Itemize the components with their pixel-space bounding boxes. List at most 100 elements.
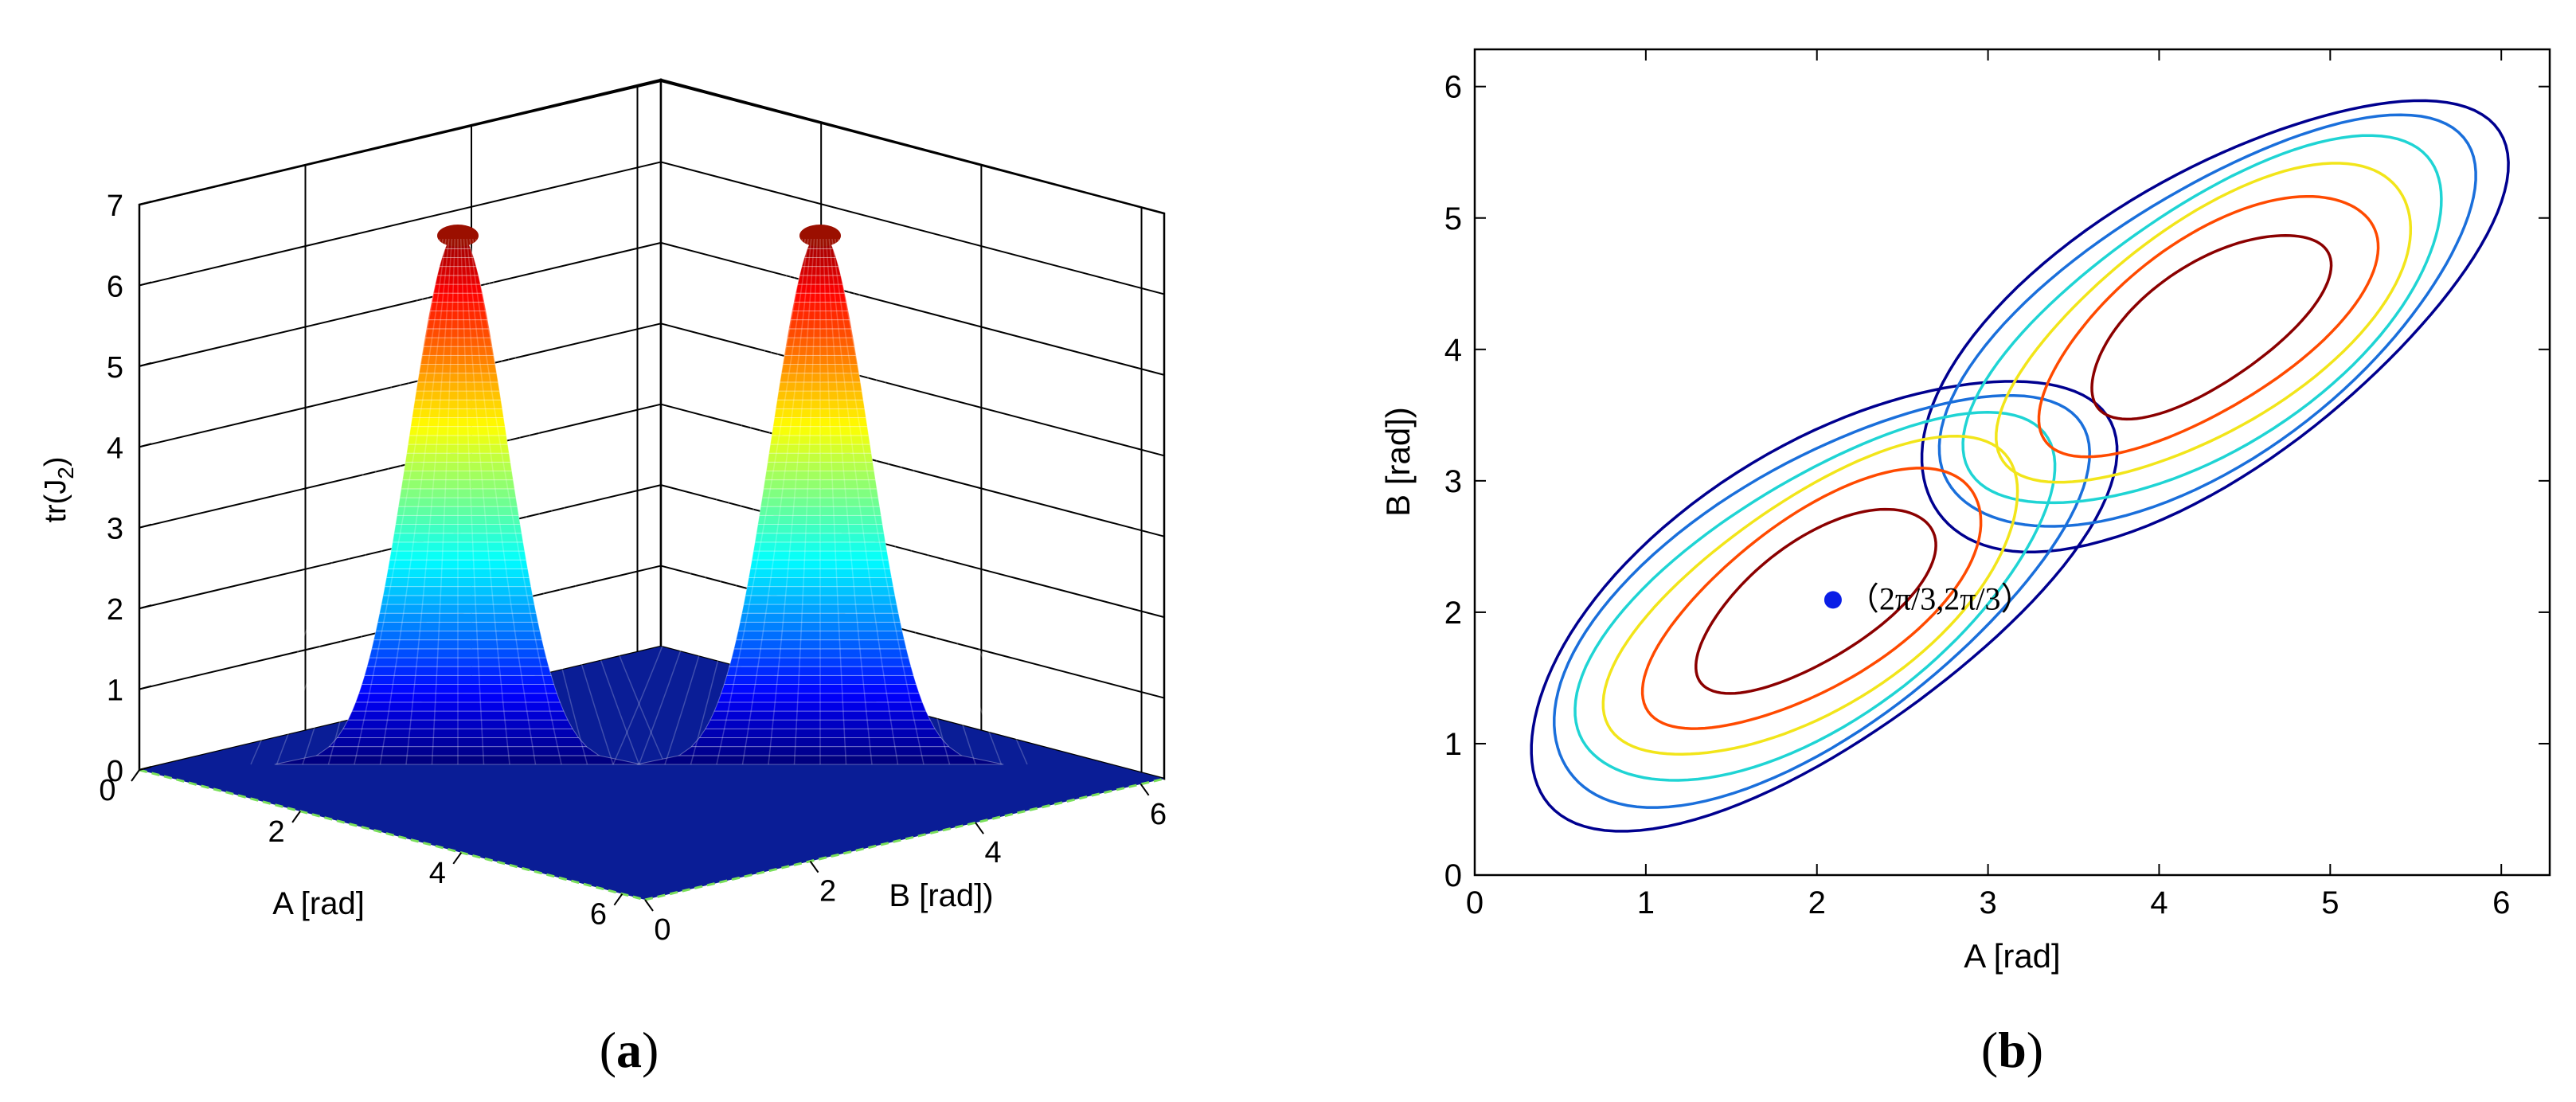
x-tick-label: 1 xyxy=(1637,885,1655,920)
b-tick-mark xyxy=(644,899,654,912)
surface-mesh-line xyxy=(612,238,797,765)
surface-mesh-line xyxy=(823,238,847,765)
surface-mesh-line xyxy=(354,238,447,765)
b-tick-label: 0 xyxy=(654,913,670,947)
surface-mesh-line xyxy=(460,238,485,765)
b-axis-label-3d: B [rad]) xyxy=(889,878,993,913)
b-tick-label: 2 xyxy=(819,875,836,909)
x-tick-label: 3 xyxy=(1979,885,1996,920)
y-axis-label-b: B [rad]) xyxy=(1379,407,1417,517)
z-axis: 0 1 2 3 4 5 6 7 xyxy=(107,190,152,788)
caption-a: (a) xyxy=(600,1022,659,1078)
z-tick-label: 7 xyxy=(107,190,123,223)
z-tick-mark xyxy=(139,523,152,529)
surface-mesh-line xyxy=(250,238,435,765)
z-tick-mark xyxy=(139,766,152,771)
point-marker-label: （2π/3,2π/3） xyxy=(1847,580,2033,616)
x-tick-label: 6 xyxy=(2492,885,2510,920)
z-tick-mark xyxy=(139,201,152,205)
surface-mesh-line xyxy=(431,238,455,765)
a-axis-3d: 0 2 4 6 xyxy=(99,769,623,932)
surface-mesh-line xyxy=(276,238,438,765)
point-marker xyxy=(1824,591,1842,609)
a-tick-label: 2 xyxy=(268,815,285,849)
surface-mesh-line xyxy=(741,238,812,765)
a-tick-label: 6 xyxy=(590,898,607,932)
x-tick-label: 2 xyxy=(1808,885,1826,920)
contour-line xyxy=(1695,507,1937,695)
a-tick-mark xyxy=(131,769,140,782)
surface-mesh-line xyxy=(327,238,444,765)
z-tick-label: 4 xyxy=(107,432,123,465)
y-tick-label: 0 xyxy=(1444,858,1462,893)
z-tick-label: 5 xyxy=(107,351,123,385)
b-tick-mark xyxy=(975,822,984,834)
b-tick-label: 4 xyxy=(985,836,1002,869)
contour-line xyxy=(1553,393,2091,809)
z-tick-mark xyxy=(139,443,152,448)
surface-mesh-line xyxy=(835,238,951,765)
x-tick-label: 0 xyxy=(1466,885,1483,920)
contour-line xyxy=(1937,113,2477,528)
surface-mesh-line xyxy=(843,238,1028,765)
x-tick-label: 5 xyxy=(2321,885,2339,920)
surface-mesh xyxy=(250,225,1028,765)
a-axis-label-3d: A [rad] xyxy=(272,886,365,921)
surface-mesh-line xyxy=(716,238,809,765)
contour-lines xyxy=(1530,99,2510,833)
surface-peak-cap xyxy=(799,225,841,247)
surface-mesh-line xyxy=(481,238,666,765)
surface-mesh-line xyxy=(475,238,614,765)
contour-line xyxy=(2090,234,2333,421)
b-axis-3d: 0 2 4 6 xyxy=(644,784,1167,947)
surface-mesh-line xyxy=(768,238,815,765)
a-tick-label: 4 xyxy=(429,857,446,890)
surface-mesh-line xyxy=(793,238,818,765)
y-tick-label: 4 xyxy=(1444,333,1462,368)
floor-edges xyxy=(139,768,1165,901)
surface-mesh-line xyxy=(828,238,899,765)
contour-line xyxy=(1640,467,1983,730)
surface-mesh-line xyxy=(472,238,588,765)
a-tick-mark xyxy=(613,893,623,906)
axis-ticks-b: 0 1 2 3 4 5 6 0 1 2 3 4 5 6 xyxy=(1444,49,2550,920)
z-tick-label: 1 xyxy=(107,674,123,708)
contour-line xyxy=(1573,411,2057,782)
surface-mesh-line xyxy=(840,238,1003,765)
contour-line xyxy=(1601,435,2019,756)
panel-a: 0 1 2 3 4 5 6 7 0 2 4 6 0 2 4 6 tr(J2) A [rad] B [rad… xyxy=(39,78,1167,1078)
z-tick-mark xyxy=(139,685,152,690)
surface-mesh-line xyxy=(664,238,803,765)
b-tick-label: 6 xyxy=(1150,798,1167,831)
z-tick-mark xyxy=(139,604,152,610)
contour-line xyxy=(2037,194,2380,459)
x-tick-label: 4 xyxy=(2150,885,2168,920)
y-tick-label: 3 xyxy=(1444,464,1462,499)
surface-peak-cap xyxy=(437,225,479,247)
z-tick-mark xyxy=(139,281,152,287)
surface-peak xyxy=(250,225,666,765)
z-tick-label: 3 xyxy=(107,513,123,546)
b-tick-mark xyxy=(1139,784,1150,796)
caption-b: (b) xyxy=(1981,1022,2043,1078)
surface-mesh-line xyxy=(405,238,453,765)
z-tick-label: 0 xyxy=(107,755,123,788)
x-axis-label-b: A [rad] xyxy=(1964,937,2060,975)
surface-mesh-line xyxy=(478,238,640,765)
y-tick-label: 2 xyxy=(1444,596,1462,631)
b-tick-mark xyxy=(809,861,819,873)
contour-line xyxy=(1920,99,2510,553)
surface-mesh-line xyxy=(831,238,924,765)
y-tick-label: 1 xyxy=(1444,727,1462,762)
y-tick-label: 6 xyxy=(1444,70,1462,105)
contour-line xyxy=(1961,134,2443,505)
z-tick-mark xyxy=(139,361,152,367)
surface-mesh-line xyxy=(825,238,873,765)
surface-mesh-line xyxy=(837,238,976,765)
z-tick-label: 2 xyxy=(107,593,123,627)
surface-mesh-line xyxy=(469,238,562,765)
surface-mesh-line xyxy=(466,238,537,765)
contour-line xyxy=(1530,380,2119,833)
surface-mesh-line xyxy=(690,238,806,765)
surface-peak xyxy=(612,225,1028,765)
